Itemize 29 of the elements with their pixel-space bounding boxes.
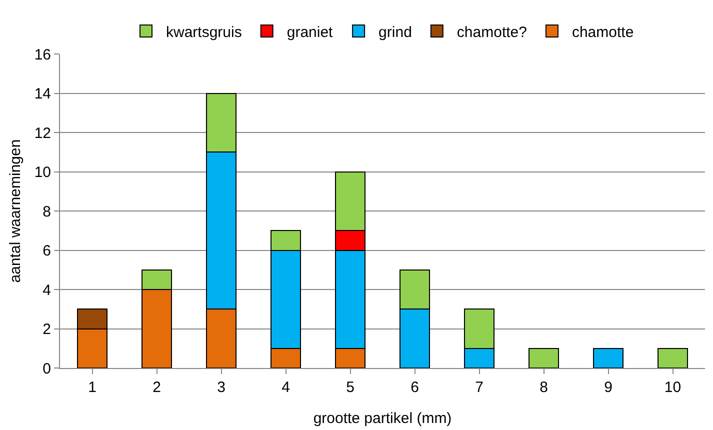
y-tick-label: 10 bbox=[34, 164, 51, 181]
y-tick-label: 4 bbox=[42, 282, 51, 299]
y-tick-label: 0 bbox=[42, 360, 51, 378]
legend-label: chamotte bbox=[572, 24, 634, 41]
x-tick-label: 8 bbox=[540, 379, 548, 396]
x-tick-label: 4 bbox=[282, 379, 290, 396]
y-axis-title: aantal waarnemingen bbox=[7, 139, 24, 283]
y-tick-label: 2 bbox=[42, 321, 51, 338]
legend-label: kwartsgruis bbox=[166, 24, 242, 41]
bar bbox=[593, 348, 624, 368]
bar bbox=[528, 348, 559, 368]
legend-label: chamotte? bbox=[456, 24, 527, 41]
y-tick-label: 16 bbox=[34, 46, 51, 64]
x-tick-label: 7 bbox=[475, 379, 484, 396]
bar bbox=[658, 348, 688, 368]
x-tick-label: 10 bbox=[664, 379, 682, 396]
y-tick-label: 14 bbox=[34, 86, 51, 102]
legend-label: graniet bbox=[286, 24, 334, 41]
x-tick-label: 2 bbox=[152, 379, 161, 396]
y-tick-label: 8 bbox=[42, 203, 51, 220]
y-tick-label: 12 bbox=[34, 124, 51, 142]
x-tick-label: 1 bbox=[88, 379, 96, 396]
y-tick-label: 6 bbox=[42, 242, 51, 260]
legend-label: grind bbox=[378, 24, 412, 41]
x-tick-label: 9 bbox=[604, 379, 612, 396]
x-tick-label: 3 bbox=[217, 379, 226, 396]
x-axis-title: grootte partikel (mm) bbox=[313, 410, 452, 427]
x-tick-label: 5 bbox=[346, 379, 354, 396]
x-tick-label: 6 bbox=[410, 379, 419, 396]
